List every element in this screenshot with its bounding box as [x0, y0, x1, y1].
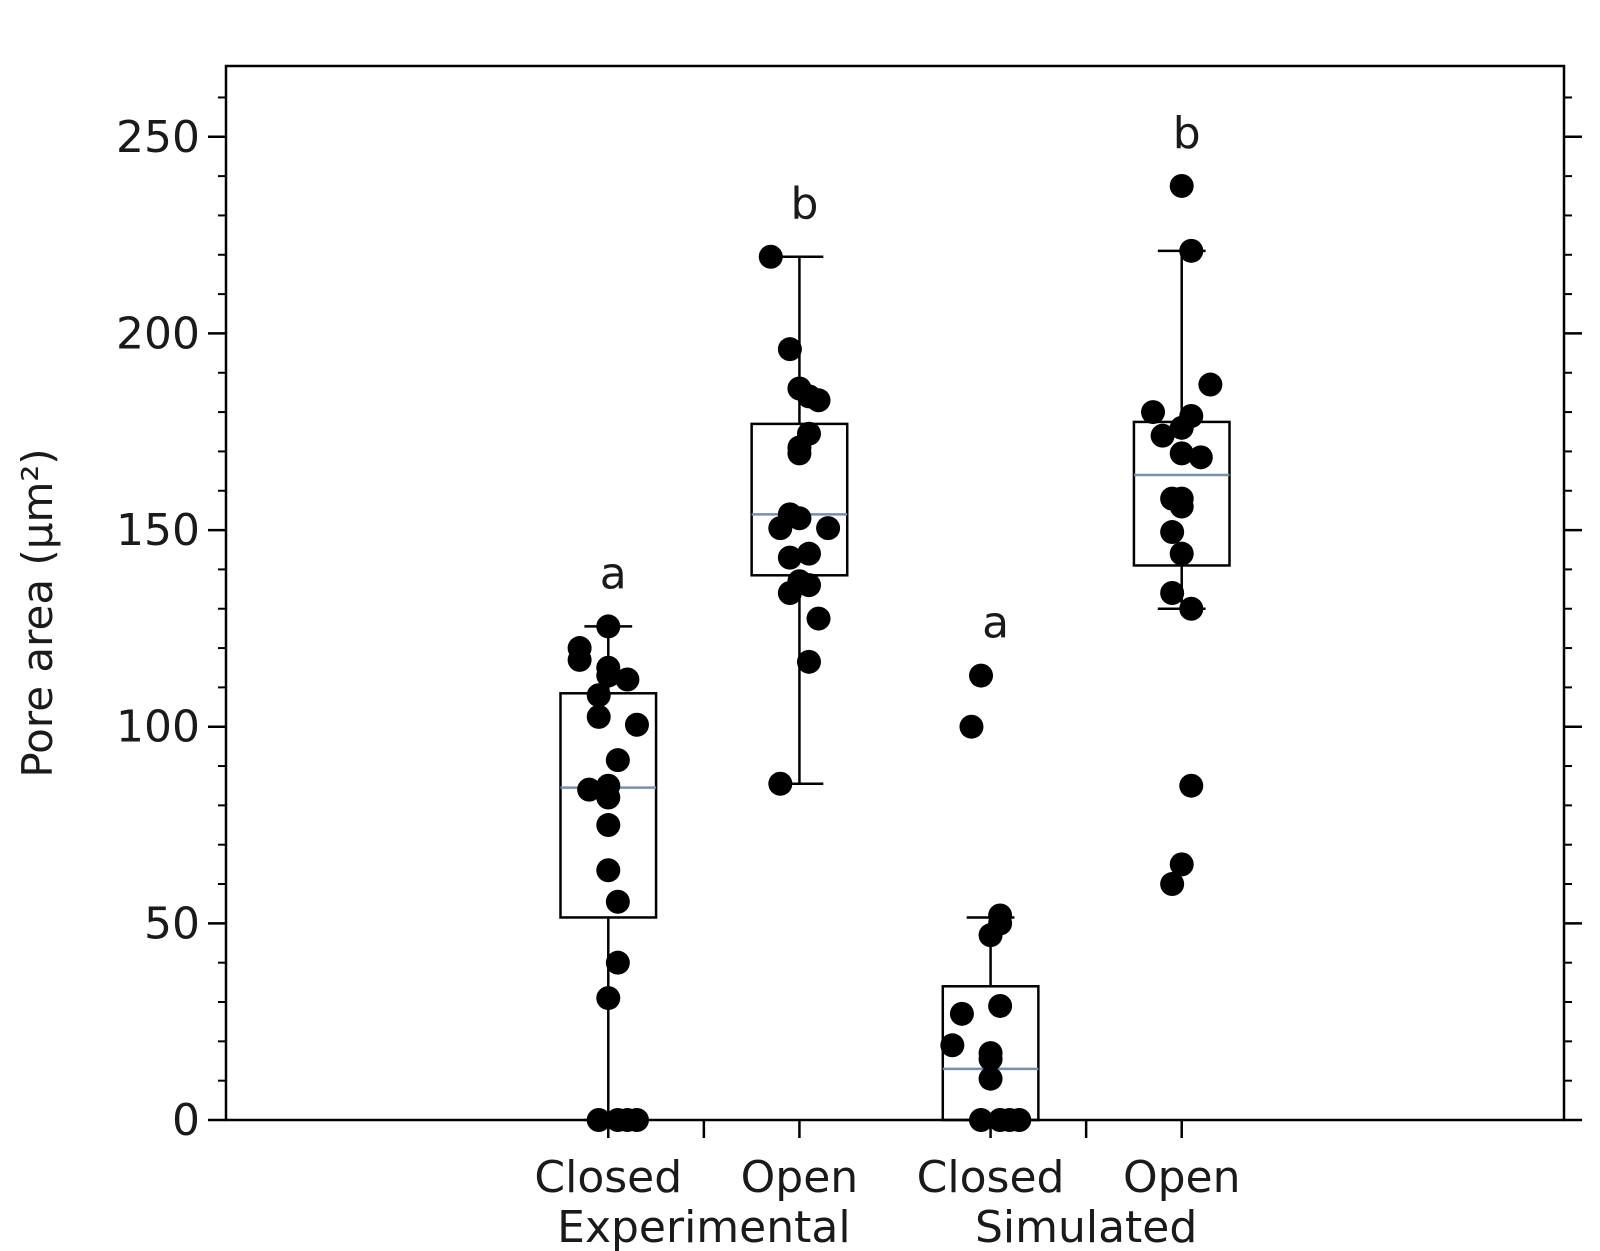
significance-label: a: [982, 598, 1009, 649]
plot-frame: [224, 64, 1566, 1122]
data-point: [978, 923, 1003, 948]
data-point: [567, 647, 592, 672]
data-point: [1188, 445, 1213, 470]
data-point: [978, 1066, 1003, 1091]
data-point: [796, 649, 821, 674]
x-tick-label-closed: Closed: [534, 1152, 682, 1203]
data-point: [1179, 238, 1204, 263]
axis-ticks: [208, 96, 1582, 1138]
x-group-label-simulated: Simulated: [975, 1202, 1197, 1251]
data-point: [586, 704, 611, 729]
data-point: [796, 541, 821, 566]
data-point: [1160, 872, 1185, 897]
box-plots: [559, 249, 1231, 1122]
data-point: [768, 771, 793, 796]
x-tick-label-open: Open: [741, 1152, 859, 1203]
data-point: [605, 889, 630, 914]
data-point: [1179, 773, 1204, 798]
data-point: [596, 858, 621, 883]
data-point: [787, 441, 812, 466]
data-point: [978, 1047, 1003, 1072]
data-point: [1169, 173, 1194, 198]
data-point: [605, 748, 630, 773]
y-tick-label: 150: [116, 505, 200, 556]
y-tick-label: 0: [172, 1095, 200, 1146]
data-point: [1169, 441, 1194, 466]
data-point: [596, 813, 621, 838]
data-point: [1150, 423, 1175, 448]
axis-labels: 050100150200250ClosedaOpenbExperimentalC…: [116, 108, 1240, 1251]
y-axis-label: Pore area (μm²): [13, 448, 62, 777]
data-point: [787, 506, 812, 531]
data-point: [969, 663, 994, 688]
data-point: [1169, 541, 1194, 566]
y-tick-label: 200: [116, 308, 200, 359]
data-point: [577, 777, 602, 802]
data-point: [816, 516, 841, 541]
data-point: [1169, 852, 1194, 877]
data-point: [615, 667, 640, 692]
data-point: [1169, 415, 1194, 440]
x-tick-label-open: Open: [1123, 1152, 1241, 1203]
data-point: [624, 712, 649, 737]
data-point: [1179, 596, 1204, 621]
data-point: [940, 1033, 965, 1058]
data-point: [1198, 372, 1223, 397]
y-tick-label: 250: [116, 112, 200, 163]
data-point: [777, 337, 802, 362]
data-point: [777, 581, 802, 605]
data-point: [605, 950, 630, 975]
x-group-label-experimental: Experimental: [557, 1202, 850, 1251]
data-point: [596, 785, 621, 810]
x-tick-label-closed: Closed: [917, 1152, 1065, 1203]
y-tick-label: 50: [144, 898, 200, 949]
data-point: [768, 516, 793, 541]
data-point: [796, 573, 821, 598]
y-tick-label: 100: [116, 702, 200, 753]
significance-label: b: [790, 179, 818, 230]
data-point: [1160, 581, 1185, 605]
data-points: [567, 173, 1223, 1132]
data-point: [777, 545, 802, 570]
data-point: [586, 683, 611, 708]
data-point: [949, 1001, 974, 1026]
significance-label: b: [1173, 108, 1201, 159]
data-point: [806, 388, 831, 413]
data-point: [596, 614, 621, 639]
data-point: [806, 606, 831, 631]
data-point: [758, 244, 783, 269]
data-point: [959, 714, 984, 739]
data-point: [596, 663, 621, 688]
data-point: [1160, 520, 1185, 545]
data-point: [596, 986, 621, 1011]
data-point: [1141, 400, 1166, 425]
data-point: [1169, 494, 1194, 519]
data-point: [988, 993, 1013, 1018]
significance-label: a: [600, 548, 627, 599]
